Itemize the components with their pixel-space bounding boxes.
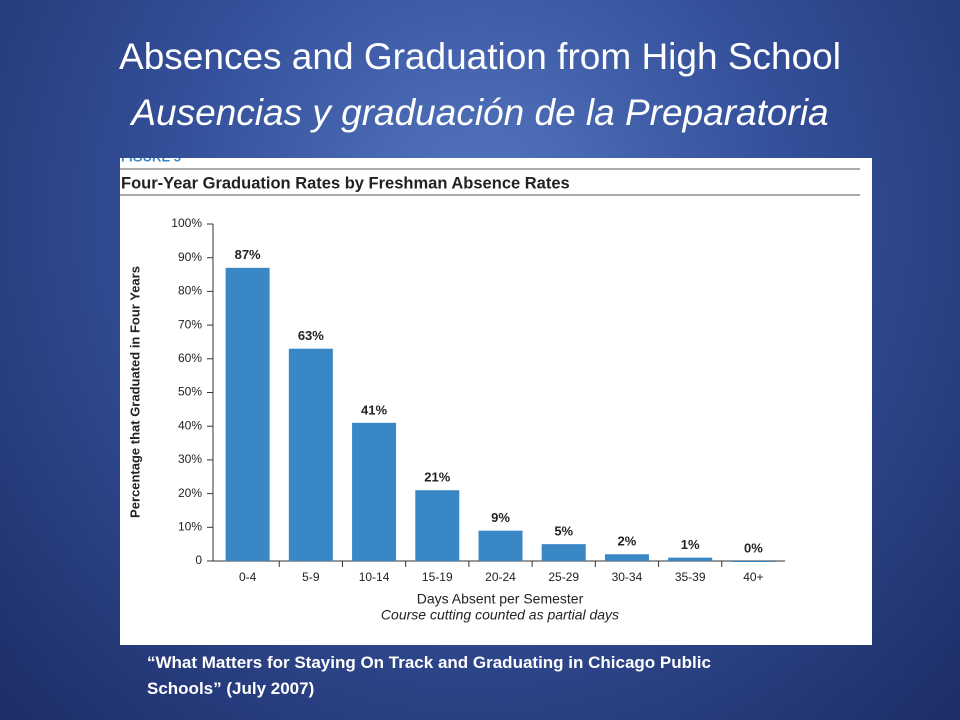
y-tick-label: 30%	[178, 452, 202, 466]
y-tick-label: 80%	[178, 284, 202, 298]
caption: “What Matters for Staying On Track and G…	[147, 653, 711, 698]
x-axis-label: Days Absent per Semester	[417, 591, 584, 607]
value-label: 21%	[424, 470, 450, 485]
value-label: 87%	[235, 247, 261, 262]
value-label: 1%	[681, 537, 700, 552]
value-label: 5%	[554, 524, 573, 539]
value-label: 0%	[744, 540, 763, 555]
x-tick-label: 5-9	[302, 570, 320, 584]
x-axis-sublabel: Course cutting counted as partial days	[381, 607, 619, 623]
x-tick-label: 20-24	[485, 570, 516, 584]
bar	[225, 267, 270, 561]
value-label: 2%	[618, 534, 637, 549]
x-tick-label: 0-4	[239, 570, 257, 584]
bar	[288, 348, 333, 561]
x-tick-label: 10-14	[359, 570, 390, 584]
bar	[478, 530, 523, 561]
y-tick-label: 50%	[178, 385, 202, 399]
slide-subtitle: Ausencias y graduación de la Preparatori…	[131, 92, 829, 133]
chart-title: Four-Year Graduation Rates by Freshman A…	[121, 174, 570, 192]
x-tick-label: 30-34	[612, 570, 643, 584]
y-tick-label: 0	[195, 553, 202, 567]
bar	[668, 557, 713, 561]
value-label: 41%	[361, 402, 387, 417]
y-tick-label: 20%	[178, 486, 202, 500]
x-tick-label: 25-29	[548, 570, 579, 584]
y-tick-label: 90%	[178, 250, 202, 264]
slide-title: Absences and Graduation from High School	[119, 36, 841, 77]
bar	[352, 422, 397, 561]
y-tick-label: 10%	[178, 519, 202, 533]
bar	[415, 490, 460, 561]
x-tick-label: 40+	[743, 570, 763, 584]
bar	[731, 561, 776, 562]
y-tick-label: 40%	[178, 418, 202, 432]
y-tick-label: 100%	[171, 216, 202, 230]
y-axis-label: Percentage that Graduated in Four Years	[127, 266, 142, 518]
y-tick-label: 60%	[178, 351, 202, 365]
x-tick-label: 35-39	[675, 570, 706, 584]
bar	[541, 544, 586, 561]
y-tick-label: 70%	[178, 317, 202, 331]
bar	[604, 554, 649, 561]
x-tick-label: 15-19	[422, 570, 453, 584]
figure-label: FIGURE 5	[121, 149, 181, 164]
value-label: 9%	[491, 510, 510, 525]
value-label: 63%	[298, 328, 324, 343]
